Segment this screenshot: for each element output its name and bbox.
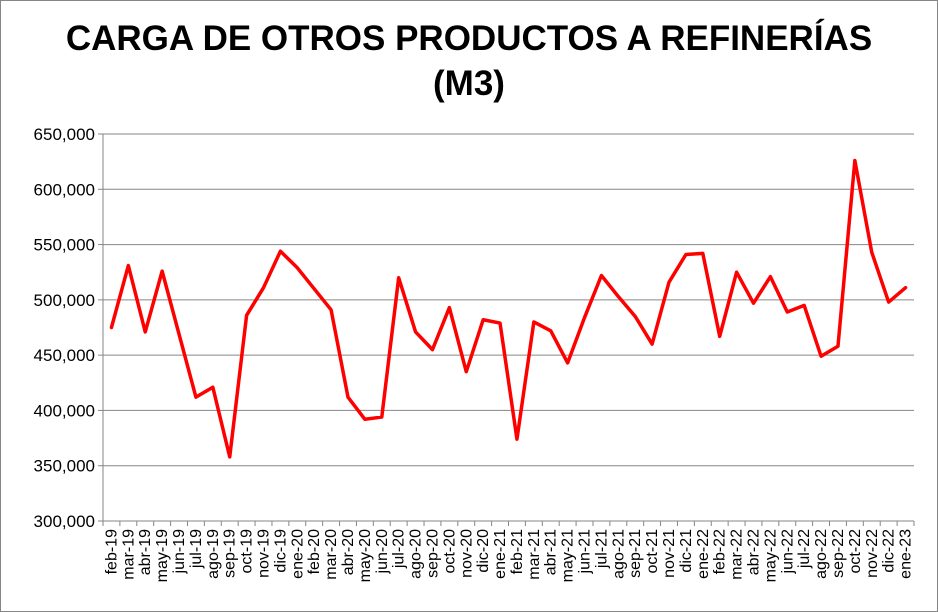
chart-title-line-2: (M3) xyxy=(433,64,505,103)
x-tick-label: ene-23 xyxy=(898,529,915,579)
x-tick-label: oct-20 xyxy=(441,529,458,574)
x-tick-label: may-20 xyxy=(357,529,374,582)
chart-title-line-1: CARGA DE OTROS PRODUCTOS A REFINERÍAS xyxy=(65,19,873,58)
x-tick-label: nov-21 xyxy=(661,529,678,578)
gridlines xyxy=(103,133,914,467)
x-tick-label: mar-21 xyxy=(526,529,543,580)
x-tick-label: ago-19 xyxy=(205,529,222,579)
y-tick-label: 350,000 xyxy=(34,457,95,476)
x-tick-label: feb-21 xyxy=(509,529,526,574)
x-tick-label: abr-22 xyxy=(745,529,762,575)
chart-title: CARGA DE OTROS PRODUCTOS A REFINERÍAS (M… xyxy=(0,16,938,106)
x-tick-label: may-22 xyxy=(762,529,779,582)
x-tick-label: sep-19 xyxy=(222,529,239,578)
x-tick-label: ago-20 xyxy=(408,529,425,579)
x-tick-label: oct-22 xyxy=(847,529,864,574)
series-line xyxy=(109,158,908,459)
y-tick-label: 450,000 xyxy=(34,346,95,365)
x-tick-label: oct-19 xyxy=(239,529,256,574)
x-tick-label: feb-22 xyxy=(712,529,729,574)
x-tick-label: jun-20 xyxy=(374,529,391,575)
x-tick-label: feb-19 xyxy=(103,529,120,574)
x-tick-label: jun-21 xyxy=(577,529,594,575)
y-tick-label: 300,000 xyxy=(34,512,95,531)
y-axis-ticks: 300,000 350,000 400,000 450,000 500,000 550,0… xyxy=(34,125,103,531)
x-tick-label: dic-22 xyxy=(881,529,898,573)
x-tick-label: abr-20 xyxy=(340,529,357,575)
x-tick-label: nov-20 xyxy=(458,529,475,578)
x-tick-label: sep-20 xyxy=(424,529,441,578)
x-tick-label: dic-20 xyxy=(475,529,492,573)
x-tick-label: jun-19 xyxy=(171,529,188,575)
x-tick-label: feb-20 xyxy=(306,529,323,574)
x-tick-label: sep-21 xyxy=(627,529,644,578)
series-group xyxy=(109,158,908,459)
axes xyxy=(102,134,914,522)
y-tick-label: 550,000 xyxy=(34,236,95,255)
x-tick-label: ene-21 xyxy=(492,529,509,579)
x-tick-label: may-21 xyxy=(560,529,577,582)
x-tick-label: mar-19 xyxy=(120,529,137,580)
x-tick-label: jun-22 xyxy=(779,529,796,575)
x-tick-label: ago-22 xyxy=(813,529,830,579)
x-tick-label: mar-22 xyxy=(729,529,746,580)
x-tick-label: ene-22 xyxy=(695,529,712,579)
x-tick-label: nov-22 xyxy=(864,529,881,578)
x-tick-label: abr-19 xyxy=(137,529,154,575)
x-tick-label: dic-21 xyxy=(678,529,695,573)
y-tick-label: 500,000 xyxy=(34,291,95,310)
x-tick-label: sep-22 xyxy=(830,529,847,578)
x-tick-label: jul-21 xyxy=(593,529,610,569)
x-tick-label: may-19 xyxy=(154,529,171,582)
x-tick-label: ene-20 xyxy=(289,529,306,579)
x-tick-label: dic-19 xyxy=(272,529,289,573)
x-tick-label: ago-21 xyxy=(610,529,627,579)
x-tick-label: jul-19 xyxy=(188,529,205,569)
x-tick-label: abr-21 xyxy=(543,529,560,575)
y-tick-label: 650,000 xyxy=(34,125,95,144)
x-axis-ticks: feb-19 mar-19 abr-19 may-19 jun-19 jul-19 ago-… xyxy=(102,521,915,582)
x-tick-label: jul-22 xyxy=(796,529,813,569)
x-tick-label: mar-20 xyxy=(323,529,340,580)
y-tick-label: 600,000 xyxy=(34,180,95,199)
x-tick-label: oct-21 xyxy=(644,529,661,574)
x-tick-label: nov-19 xyxy=(256,529,273,578)
x-tick-label: jul-20 xyxy=(391,529,408,569)
y-tick-label: 400,000 xyxy=(34,401,95,420)
